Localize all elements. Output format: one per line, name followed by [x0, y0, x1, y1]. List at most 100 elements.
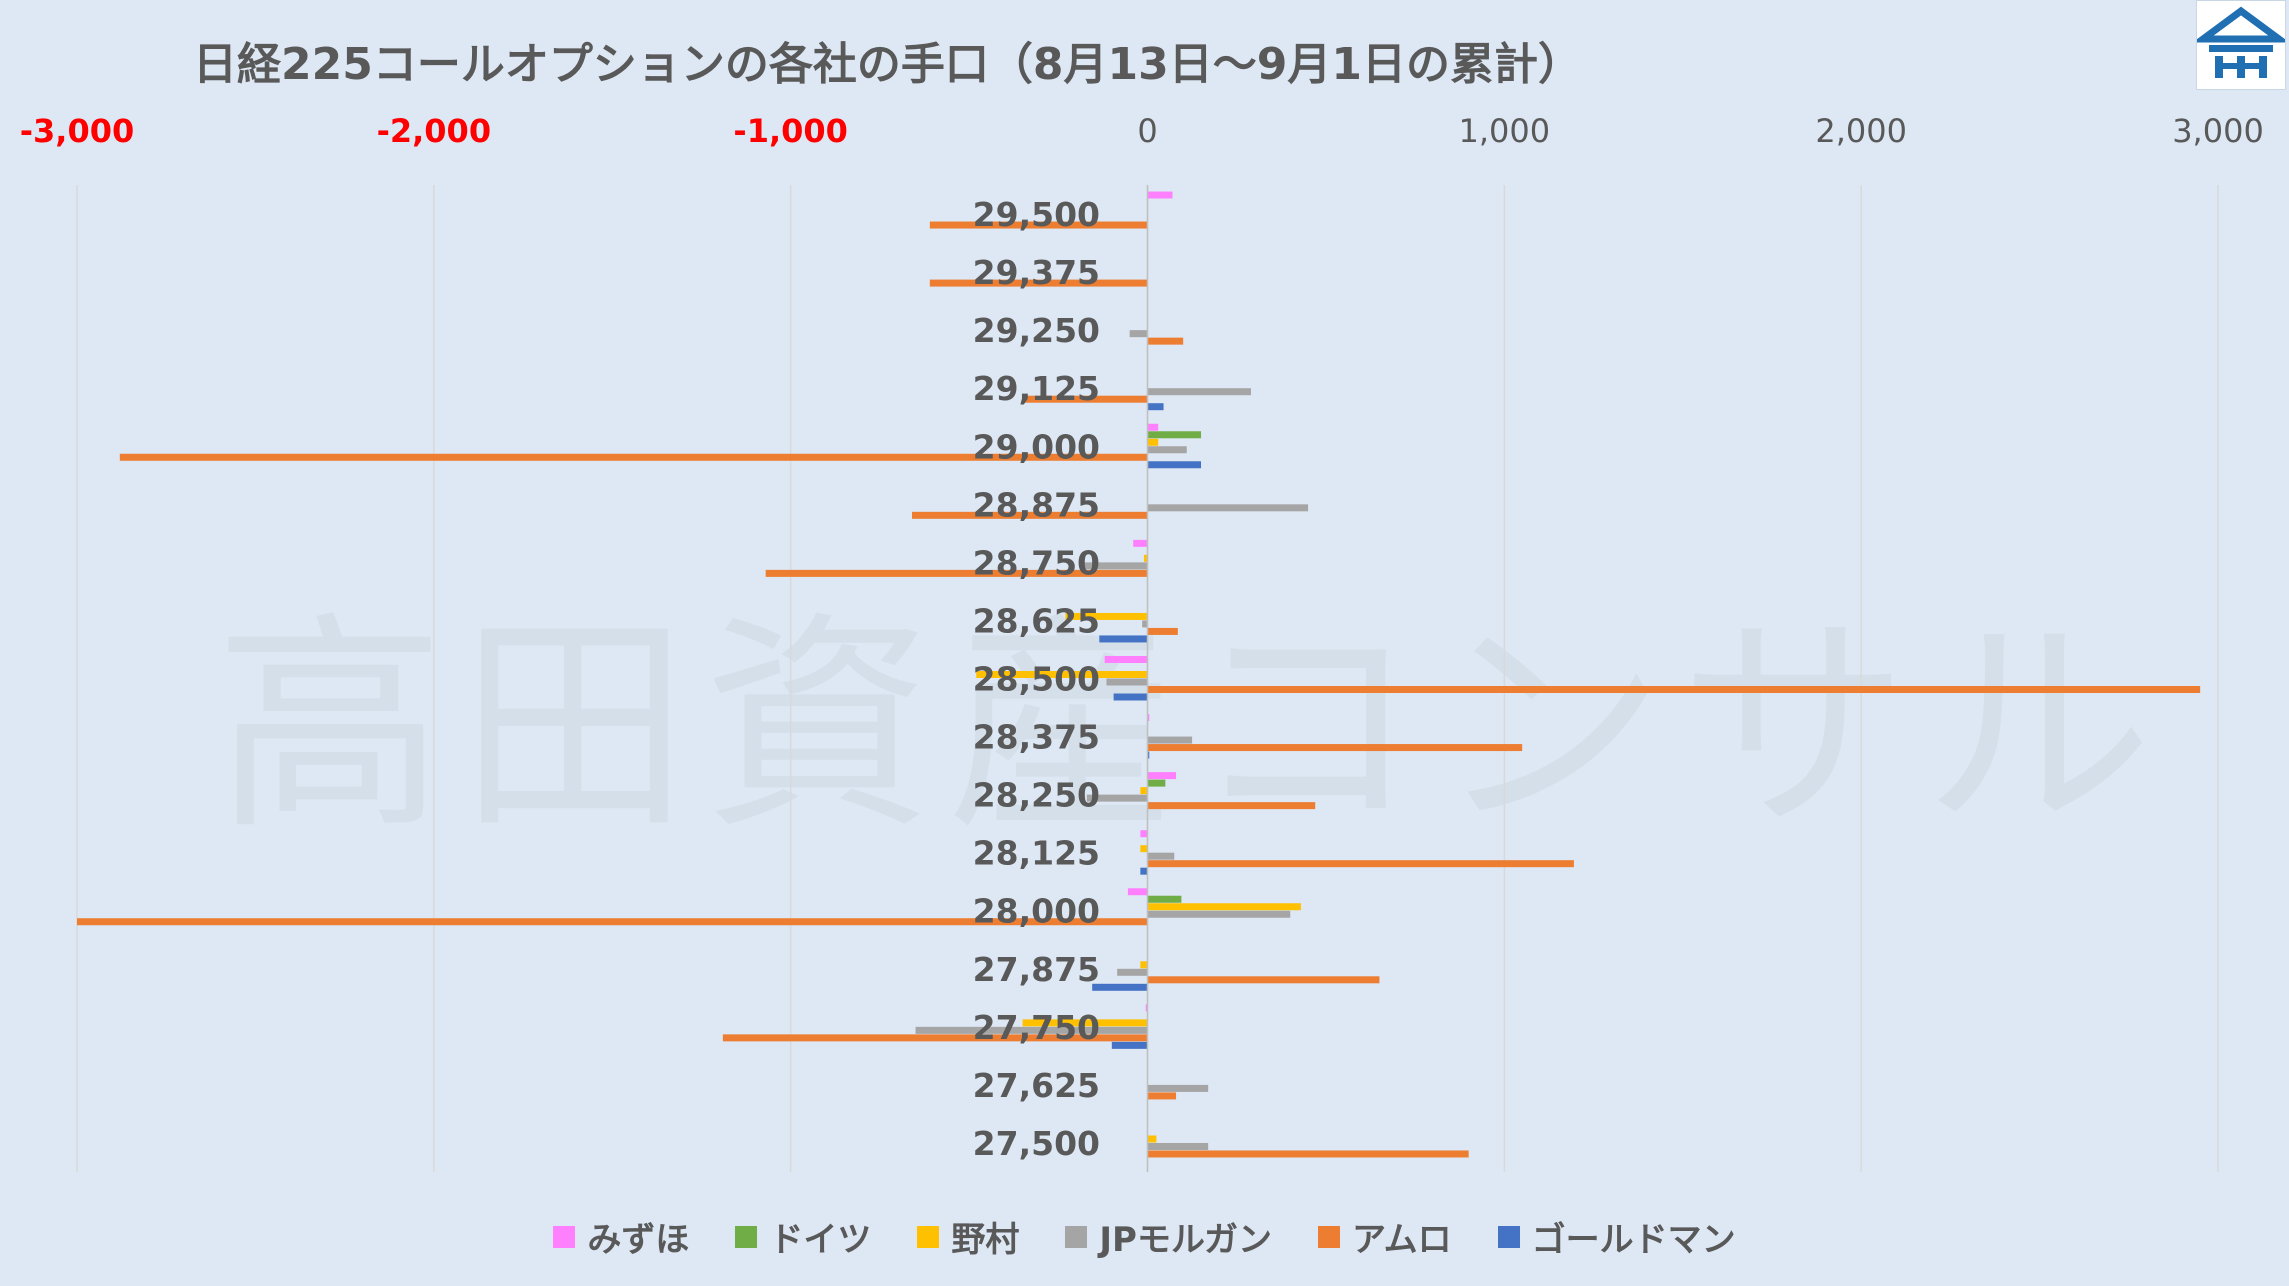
category-label: 28,500	[973, 660, 1100, 699]
bar	[1079, 562, 1148, 570]
bar	[1106, 678, 1148, 686]
bar	[1147, 627, 1178, 635]
legend-swatch	[735, 1225, 758, 1248]
bar	[1147, 772, 1177, 780]
bar	[1147, 910, 1291, 918]
bar	[1104, 656, 1148, 663]
category-label: 29,000	[973, 427, 1100, 466]
bar	[1142, 620, 1148, 628]
bar	[1147, 1135, 1157, 1143]
legend-label: アムロ	[1351, 1220, 1452, 1260]
x-tick-label: 3,000	[2172, 112, 2264, 150]
bar	[1092, 983, 1148, 991]
bar	[929, 221, 1148, 229]
category-label: 27,500	[973, 1124, 1100, 1163]
bar	[1147, 714, 1150, 722]
bar	[1147, 446, 1187, 454]
bar	[1147, 1150, 1469, 1158]
bar	[1065, 612, 1148, 620]
bar	[1140, 830, 1148, 838]
category-label: 27,875	[973, 950, 1100, 989]
bar	[1147, 1142, 1209, 1150]
legend-item: 野村	[917, 1212, 1019, 1261]
x-tick-label: -3,000	[20, 112, 135, 150]
legend-swatch	[1317, 1225, 1340, 1248]
category-label: 28,250	[973, 776, 1100, 815]
legend-label: ゴールドマン	[1531, 1220, 1736, 1260]
bar	[1147, 779, 1166, 787]
legend-swatch	[1065, 1225, 1088, 1248]
x-tick-label: 0	[1137, 112, 1157, 150]
chart-legend: みずほ ドイツ 野村 JPモルガン アムロ ゴールドマン	[0, 1212, 2289, 1261]
category-label: 29,500	[973, 195, 1100, 234]
bar	[1147, 1092, 1177, 1100]
bar	[1147, 461, 1202, 469]
bar	[1147, 976, 1380, 984]
category-label: 28,750	[973, 543, 1100, 582]
legend-label: JPモルガン	[1099, 1220, 1272, 1260]
x-tick-label: 2,000	[1815, 112, 1907, 150]
bar	[1147, 388, 1251, 396]
x-tick-label: -2,000	[377, 112, 492, 150]
bar	[1147, 504, 1309, 512]
bar	[1127, 888, 1148, 896]
chart-title: 日経225コールオプションの各社の手口（8月13日〜9月1日の累計）	[193, 39, 1582, 90]
bar	[765, 569, 1148, 577]
logo-icon	[2192, 0, 2289, 90]
bar	[1147, 736, 1193, 744]
bar	[1147, 802, 1316, 810]
bar	[1022, 1019, 1148, 1027]
bar	[1140, 961, 1148, 969]
legend-swatch	[917, 1225, 940, 1248]
category-label: 27,625	[973, 1066, 1100, 1105]
bar	[1140, 845, 1148, 853]
bar	[1099, 635, 1148, 643]
category-label: 29,250	[973, 311, 1100, 350]
category-label: 27,750	[973, 1008, 1100, 1047]
x-tick-label: -1,000	[733, 112, 848, 150]
bar	[1147, 751, 1150, 759]
bar	[915, 1026, 1148, 1034]
bar	[1147, 431, 1202, 439]
bar	[1147, 438, 1159, 446]
bar	[1147, 337, 1184, 345]
bar	[1022, 395, 1148, 403]
bar	[1147, 852, 1175, 860]
bar	[1140, 787, 1148, 795]
bar	[1143, 554, 1148, 562]
category-label: 28,875	[973, 485, 1100, 524]
bar	[1086, 794, 1148, 802]
bar	[77, 918, 1148, 926]
bar	[929, 279, 1148, 287]
legend-swatch	[553, 1225, 576, 1248]
watermark: 高田資産コンサル	[215, 594, 2168, 861]
category-label: 28,125	[973, 834, 1100, 873]
bar	[1147, 423, 1159, 431]
bar	[1147, 1084, 1209, 1092]
bar	[911, 511, 1148, 519]
legend-label: みずほ	[587, 1220, 690, 1260]
bar	[1147, 903, 1301, 911]
legend-item: みずほ	[553, 1212, 689, 1261]
bar	[1147, 744, 1523, 752]
legend-item: JPモルガン	[1065, 1212, 1272, 1261]
legend-item: ドイツ	[735, 1212, 871, 1261]
category-label: 29,125	[973, 369, 1100, 408]
bar	[1147, 686, 2201, 693]
bar	[1145, 1004, 1148, 1012]
category-label: 28,000	[973, 892, 1100, 931]
legend-item: ゴールドマン	[1497, 1212, 1736, 1261]
legend-item: アムロ	[1317, 1212, 1452, 1261]
bar	[1147, 895, 1182, 903]
bar	[722, 1034, 1148, 1042]
bar	[1129, 330, 1148, 338]
x-tick-label: 1,000	[1459, 112, 1551, 150]
legend-label: 野村	[951, 1220, 1020, 1260]
bar	[1147, 191, 1173, 199]
bar	[119, 453, 1148, 461]
legend-label: ドイツ	[769, 1220, 872, 1260]
legend-swatch	[1497, 1225, 1520, 1248]
bar	[1111, 1041, 1148, 1049]
bar	[1147, 860, 1574, 868]
